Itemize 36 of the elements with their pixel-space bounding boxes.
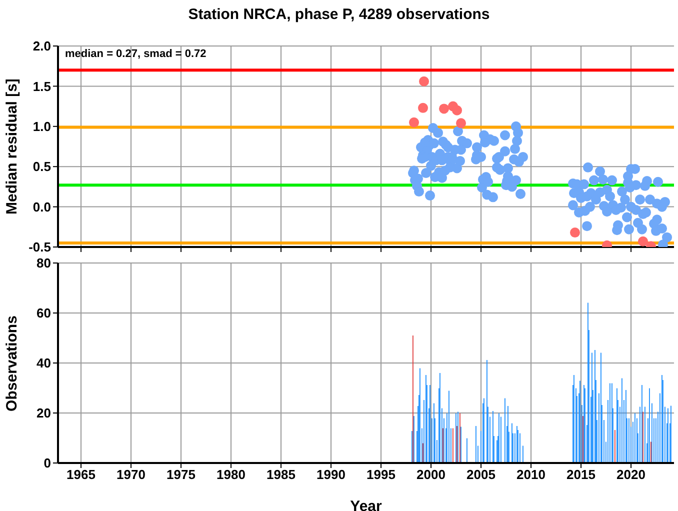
x-axis-title: Year: [350, 498, 382, 511]
y-tick-label: 0.0: [32, 199, 51, 214]
point: [570, 228, 580, 238]
x-tick-label: 2000: [416, 467, 446, 482]
y-tick-label: 20: [36, 406, 51, 421]
point: [418, 76, 430, 86]
chart-title: Station NRCA, phase P, 4289 observations: [187, 6, 491, 23]
point: [456, 118, 466, 128]
x-tick-label: 1980: [216, 467, 246, 482]
y-tick-label: 0: [44, 456, 51, 471]
x-tick-label: 1970: [116, 467, 146, 482]
x-tick-label: 1985: [266, 467, 296, 482]
point: [438, 104, 450, 114]
y-tick-label: 80: [36, 256, 51, 271]
point: [418, 102, 428, 113]
annotation: median = 0.27, smad = 0.72: [65, 48, 206, 60]
point: [638, 236, 648, 246]
x-tick-label: 1990: [316, 467, 346, 482]
point: [408, 117, 420, 128]
y-tick-label: 40: [36, 356, 51, 371]
x-tick-label: 1995: [366, 467, 396, 482]
y-axis-title: Median residual [s]: [4, 78, 20, 214]
x-tick-label: 1965: [66, 467, 96, 482]
x-tick-label: 1975: [166, 467, 196, 482]
y-axis-title: Observations: [4, 315, 20, 411]
y-tick-label: 60: [36, 306, 51, 321]
y-tick-label: 1.0: [32, 119, 51, 134]
y-tick-label: 2.0: [32, 38, 51, 54]
x-tick-label: 2020: [616, 467, 646, 482]
x-tick-label: 2005: [466, 467, 496, 482]
y-tick-label: -0.5: [28, 240, 51, 255]
y-tick-label: 1.5: [32, 78, 51, 94]
x-tick-label: 2010: [516, 467, 546, 482]
y-tick-label: 0.5: [32, 159, 51, 174]
point: [452, 105, 462, 116]
x-tick-label: 2015: [566, 467, 596, 482]
